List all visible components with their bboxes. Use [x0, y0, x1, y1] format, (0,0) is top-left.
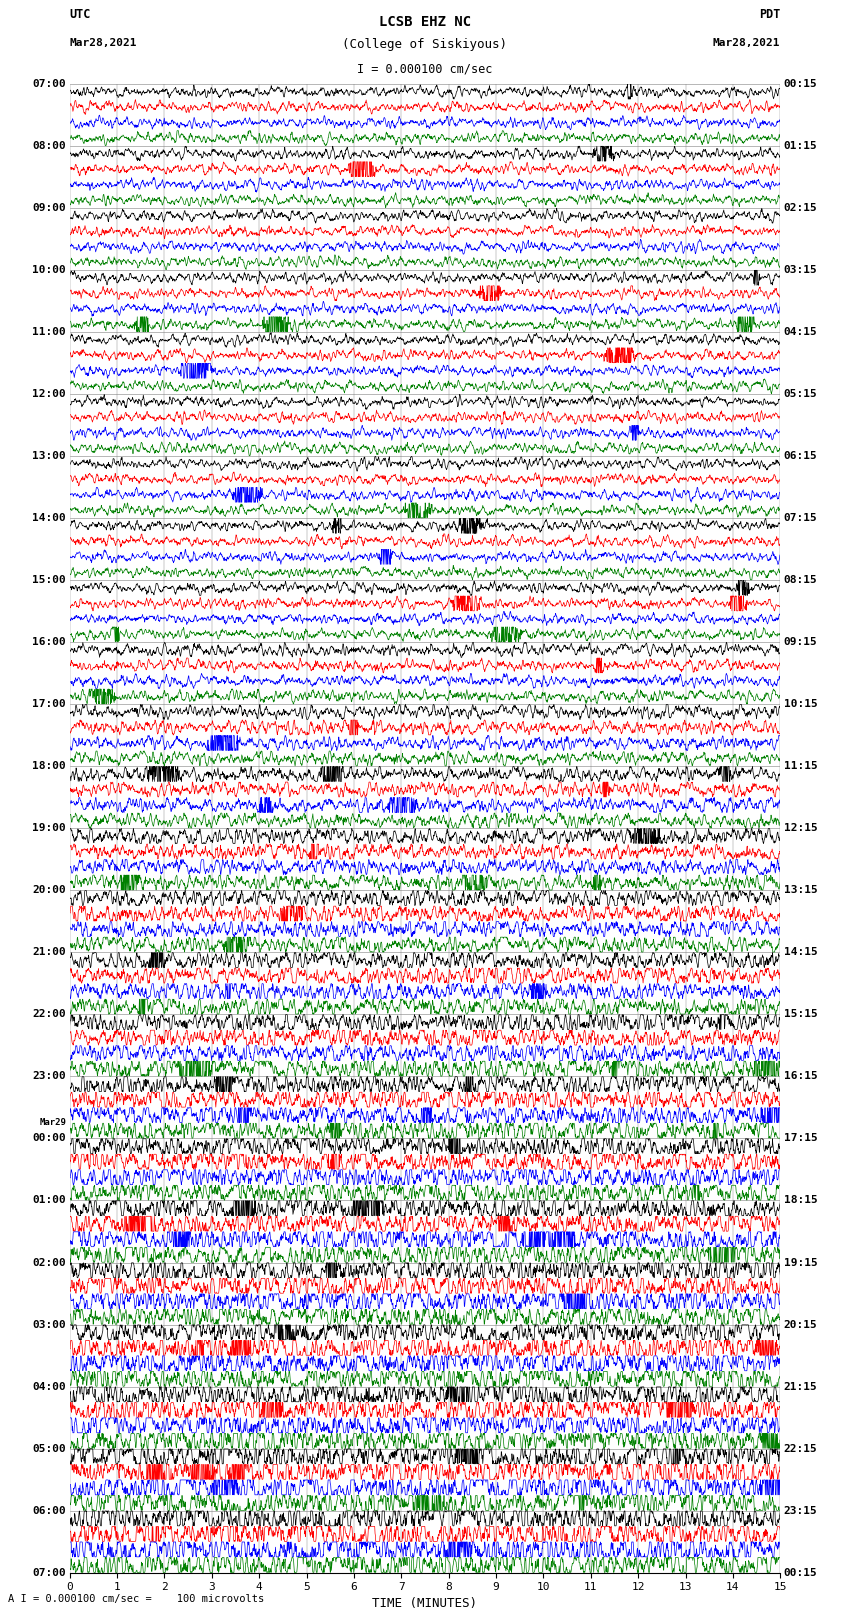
Text: 13:00: 13:00	[32, 452, 66, 461]
Text: 20:15: 20:15	[784, 1319, 818, 1329]
Text: 11:15: 11:15	[784, 761, 818, 771]
Text: 18:15: 18:15	[784, 1195, 818, 1205]
Text: 04:15: 04:15	[784, 327, 818, 337]
X-axis label: TIME (MINUTES): TIME (MINUTES)	[372, 1597, 478, 1610]
Text: A I = 0.000100 cm/sec =    100 microvolts: A I = 0.000100 cm/sec = 100 microvolts	[8, 1594, 264, 1603]
Text: (College of Siskiyous): (College of Siskiyous)	[343, 37, 507, 50]
Text: 10:15: 10:15	[784, 698, 818, 710]
Text: 07:15: 07:15	[784, 513, 818, 523]
Text: 14:00: 14:00	[32, 513, 66, 523]
Text: 12:15: 12:15	[784, 823, 818, 834]
Text: 05:15: 05:15	[784, 389, 818, 398]
Text: 06:15: 06:15	[784, 452, 818, 461]
Text: 20:00: 20:00	[32, 886, 66, 895]
Text: 19:00: 19:00	[32, 823, 66, 834]
Text: 21:15: 21:15	[784, 1382, 818, 1392]
Text: 09:15: 09:15	[784, 637, 818, 647]
Text: 23:15: 23:15	[784, 1505, 818, 1516]
Text: 15:00: 15:00	[32, 576, 66, 586]
Text: 06:00: 06:00	[32, 1505, 66, 1516]
Text: Mar29: Mar29	[39, 1118, 66, 1126]
Text: 08:15: 08:15	[784, 576, 818, 586]
Text: UTC: UTC	[70, 8, 91, 21]
Text: 00:00: 00:00	[32, 1134, 66, 1144]
Text: PDT: PDT	[759, 8, 780, 21]
Text: 02:15: 02:15	[784, 203, 818, 213]
Text: 03:00: 03:00	[32, 1319, 66, 1329]
Text: 14:15: 14:15	[784, 947, 818, 958]
Text: Mar28,2021: Mar28,2021	[70, 37, 137, 48]
Text: 08:00: 08:00	[32, 140, 66, 152]
Text: 13:15: 13:15	[784, 886, 818, 895]
Text: 11:00: 11:00	[32, 327, 66, 337]
Text: 00:15: 00:15	[784, 1568, 818, 1578]
Text: 05:00: 05:00	[32, 1444, 66, 1453]
Text: 22:00: 22:00	[32, 1010, 66, 1019]
Text: 02:00: 02:00	[32, 1258, 66, 1268]
Text: 07:00: 07:00	[32, 1568, 66, 1578]
Text: LCSB EHZ NC: LCSB EHZ NC	[379, 15, 471, 29]
Text: 17:00: 17:00	[32, 698, 66, 710]
Text: I = 0.000100 cm/sec: I = 0.000100 cm/sec	[357, 61, 493, 76]
Text: 09:00: 09:00	[32, 203, 66, 213]
Text: 15:15: 15:15	[784, 1010, 818, 1019]
Text: 03:15: 03:15	[784, 265, 818, 274]
Text: 22:15: 22:15	[784, 1444, 818, 1453]
Text: 17:15: 17:15	[784, 1134, 818, 1144]
Text: 19:15: 19:15	[784, 1258, 818, 1268]
Text: 21:00: 21:00	[32, 947, 66, 958]
Text: Mar28,2021: Mar28,2021	[713, 37, 780, 48]
Text: 00:15: 00:15	[784, 79, 818, 89]
Text: 12:00: 12:00	[32, 389, 66, 398]
Text: 01:00: 01:00	[32, 1195, 66, 1205]
Text: 16:15: 16:15	[784, 1071, 818, 1081]
Text: 18:00: 18:00	[32, 761, 66, 771]
Text: 23:00: 23:00	[32, 1071, 66, 1081]
Text: 07:00: 07:00	[32, 79, 66, 89]
Text: 16:00: 16:00	[32, 637, 66, 647]
Text: 01:15: 01:15	[784, 140, 818, 152]
Text: 04:00: 04:00	[32, 1382, 66, 1392]
Text: 10:00: 10:00	[32, 265, 66, 274]
